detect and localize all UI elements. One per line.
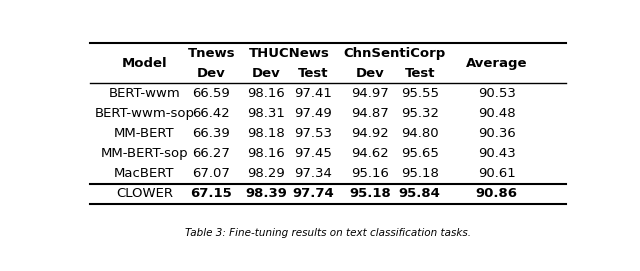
- Text: 90.43: 90.43: [478, 147, 515, 160]
- Text: 90.86: 90.86: [476, 188, 518, 201]
- Text: 97.41: 97.41: [294, 87, 332, 100]
- Text: 66.59: 66.59: [193, 87, 230, 100]
- Text: 98.29: 98.29: [247, 167, 285, 180]
- Text: Dev: Dev: [356, 67, 385, 80]
- Text: 95.84: 95.84: [399, 188, 441, 201]
- Text: 98.31: 98.31: [247, 107, 285, 120]
- Text: MacBERT: MacBERT: [114, 167, 175, 180]
- Text: ChnSentiCorp: ChnSentiCorp: [344, 47, 446, 60]
- Text: Test: Test: [404, 67, 435, 80]
- Text: 94.80: 94.80: [401, 127, 438, 140]
- Text: 67.07: 67.07: [193, 167, 230, 180]
- Text: 98.18: 98.18: [247, 127, 285, 140]
- Text: Model: Model: [122, 57, 167, 70]
- Text: 97.49: 97.49: [294, 107, 332, 120]
- Text: 90.53: 90.53: [477, 87, 516, 100]
- Text: 90.61: 90.61: [478, 167, 515, 180]
- Text: 98.39: 98.39: [245, 188, 287, 201]
- Text: 94.97: 94.97: [351, 87, 389, 100]
- Text: 95.18: 95.18: [349, 188, 391, 201]
- Text: 66.27: 66.27: [193, 147, 230, 160]
- Text: 90.48: 90.48: [478, 107, 515, 120]
- Text: MM-BERT: MM-BERT: [114, 127, 175, 140]
- Text: BERT-wwm: BERT-wwm: [109, 87, 180, 100]
- Text: 95.65: 95.65: [401, 147, 438, 160]
- Text: BERT-wwm-sop: BERT-wwm-sop: [95, 107, 195, 120]
- Text: THUCNews: THUCNews: [249, 47, 330, 60]
- Text: 98.16: 98.16: [247, 87, 285, 100]
- Text: 97.34: 97.34: [294, 167, 332, 180]
- Text: 97.53: 97.53: [294, 127, 332, 140]
- Text: Tnews: Tnews: [188, 47, 236, 60]
- Text: 98.16: 98.16: [247, 147, 285, 160]
- Text: 97.45: 97.45: [294, 147, 332, 160]
- Text: 90.36: 90.36: [478, 127, 515, 140]
- Text: Average: Average: [466, 57, 527, 70]
- Text: 67.15: 67.15: [191, 188, 232, 201]
- Text: 94.92: 94.92: [351, 127, 389, 140]
- Text: 95.16: 95.16: [351, 167, 389, 180]
- Text: CLOWER: CLOWER: [116, 188, 173, 201]
- Text: Table 3: Fine-tuning results on text classification tasks.: Table 3: Fine-tuning results on text cla…: [185, 228, 471, 238]
- Text: 66.39: 66.39: [193, 127, 230, 140]
- Text: Dev: Dev: [252, 67, 280, 80]
- Text: 66.42: 66.42: [193, 107, 230, 120]
- Text: 95.55: 95.55: [401, 87, 439, 100]
- Text: 95.18: 95.18: [401, 167, 438, 180]
- Text: 95.32: 95.32: [401, 107, 439, 120]
- Text: 94.62: 94.62: [351, 147, 389, 160]
- Text: 97.74: 97.74: [292, 188, 334, 201]
- Text: Dev: Dev: [197, 67, 226, 80]
- Text: 94.87: 94.87: [351, 107, 389, 120]
- Text: Test: Test: [298, 67, 328, 80]
- Text: MM-BERT-sop: MM-BERT-sop: [100, 147, 188, 160]
